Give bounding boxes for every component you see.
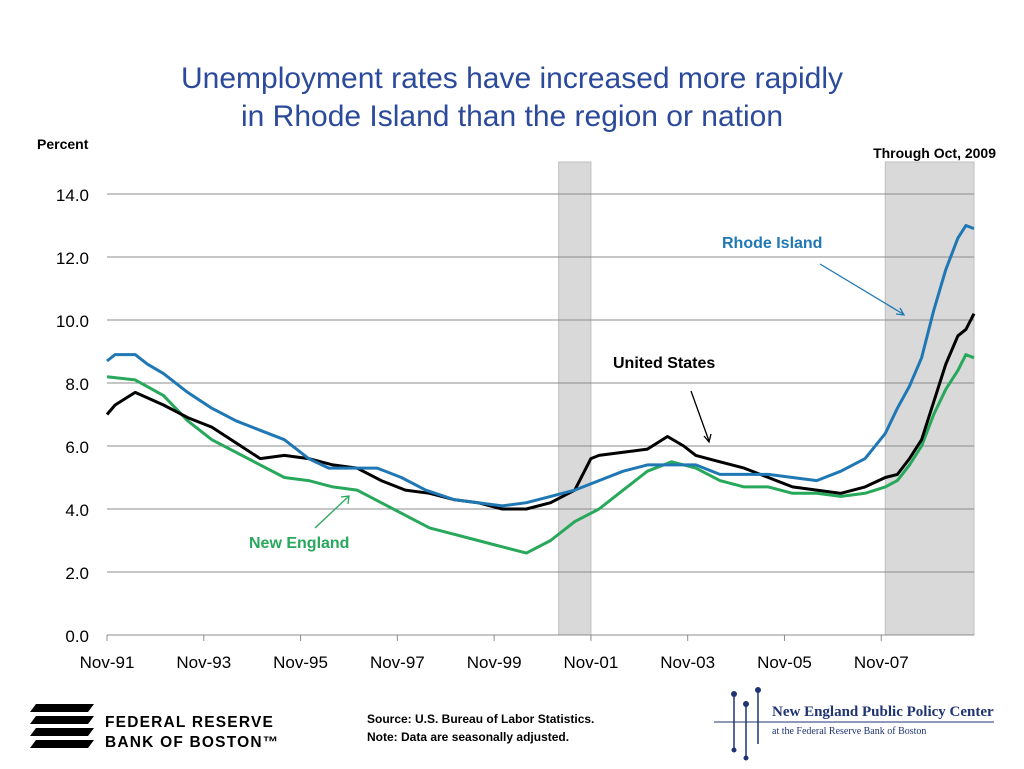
y-tick-label: 6.0 [65,438,89,457]
x-tick-label: Nov-05 [757,653,812,672]
nepp-name: New England Public Policy Center [772,704,994,720]
new-england-arrow [314,495,350,529]
united-states-label: United States [613,355,715,372]
x-tick-label: Nov-97 [370,653,425,672]
chart-title-line-2: in Rhode Island than the region or natio… [240,100,784,133]
united-states-line [105,313,976,511]
rhode-island-arrowhead [895,307,906,316]
united-states-arrowhead [703,433,712,444]
x-tick-label: Nov-95 [273,653,328,672]
y-tick-label: 14.0 [56,186,89,205]
frb-line-2: BANK OF BOSTON™ [105,734,280,751]
chart-title-line-1: Unemployment rates have increased more r… [181,62,843,95]
chart-title: Unemployment rates have increased more r… [0,60,1024,136]
y-tick-label: 10.0 [56,312,89,331]
nepp-subtitle: at the Federal Reserve Bank of Boston [772,726,927,737]
rhode-island-arrow [819,263,904,315]
nepp-logo-icon [714,684,1004,769]
x-tick-label: Nov-91 [80,653,135,672]
x-tick-label: Nov-99 [467,653,522,672]
new-england-line [106,353,975,555]
source-line: Source: U.S. Bureau of Labor Statistics. [367,712,595,726]
note-line: Note: Data are seasonally adjusted. [367,730,570,744]
source-note: Source: U.S. Bureau of Labor Statistics.… [367,710,594,746]
new-england-label: New England [249,535,349,552]
x-tick-label: Nov-93 [176,653,231,672]
united-states-arrow [690,390,710,442]
date-note: Through Oct, 2009 [873,145,996,161]
y-axis-label: Percent [37,136,89,152]
rhode-island-line [106,224,975,508]
y-tick-label: 8.0 [65,375,89,394]
y-tick-label: 0.0 [65,627,89,646]
frb-logo-icon [30,702,96,757]
frb-wordmark: FEDERAL RESERVE BANK OF BOSTON™ [105,713,279,753]
y-tick-label: 4.0 [65,501,89,520]
x-tick-label: Nov-03 [660,653,715,672]
x-tick-label: Nov-07 [854,653,909,672]
unemployment-line-chart: 0.0 2.0 4.0 6.0 8.0 10.0 12.0 14.0 Nov-91 Nov-93 N… [56,161,976,672]
y-tick-label: 12.0 [56,249,89,268]
rhode-island-label: Rhode Island [722,235,822,252]
frb-line-1: FEDERAL RESERVE [105,714,275,731]
x-tick-label: Nov-01 [564,653,619,672]
recession-band [884,161,975,636]
y-tick-label: 2.0 [65,564,89,583]
new-england-arrowhead [340,495,350,505]
recession-band [558,161,592,636]
